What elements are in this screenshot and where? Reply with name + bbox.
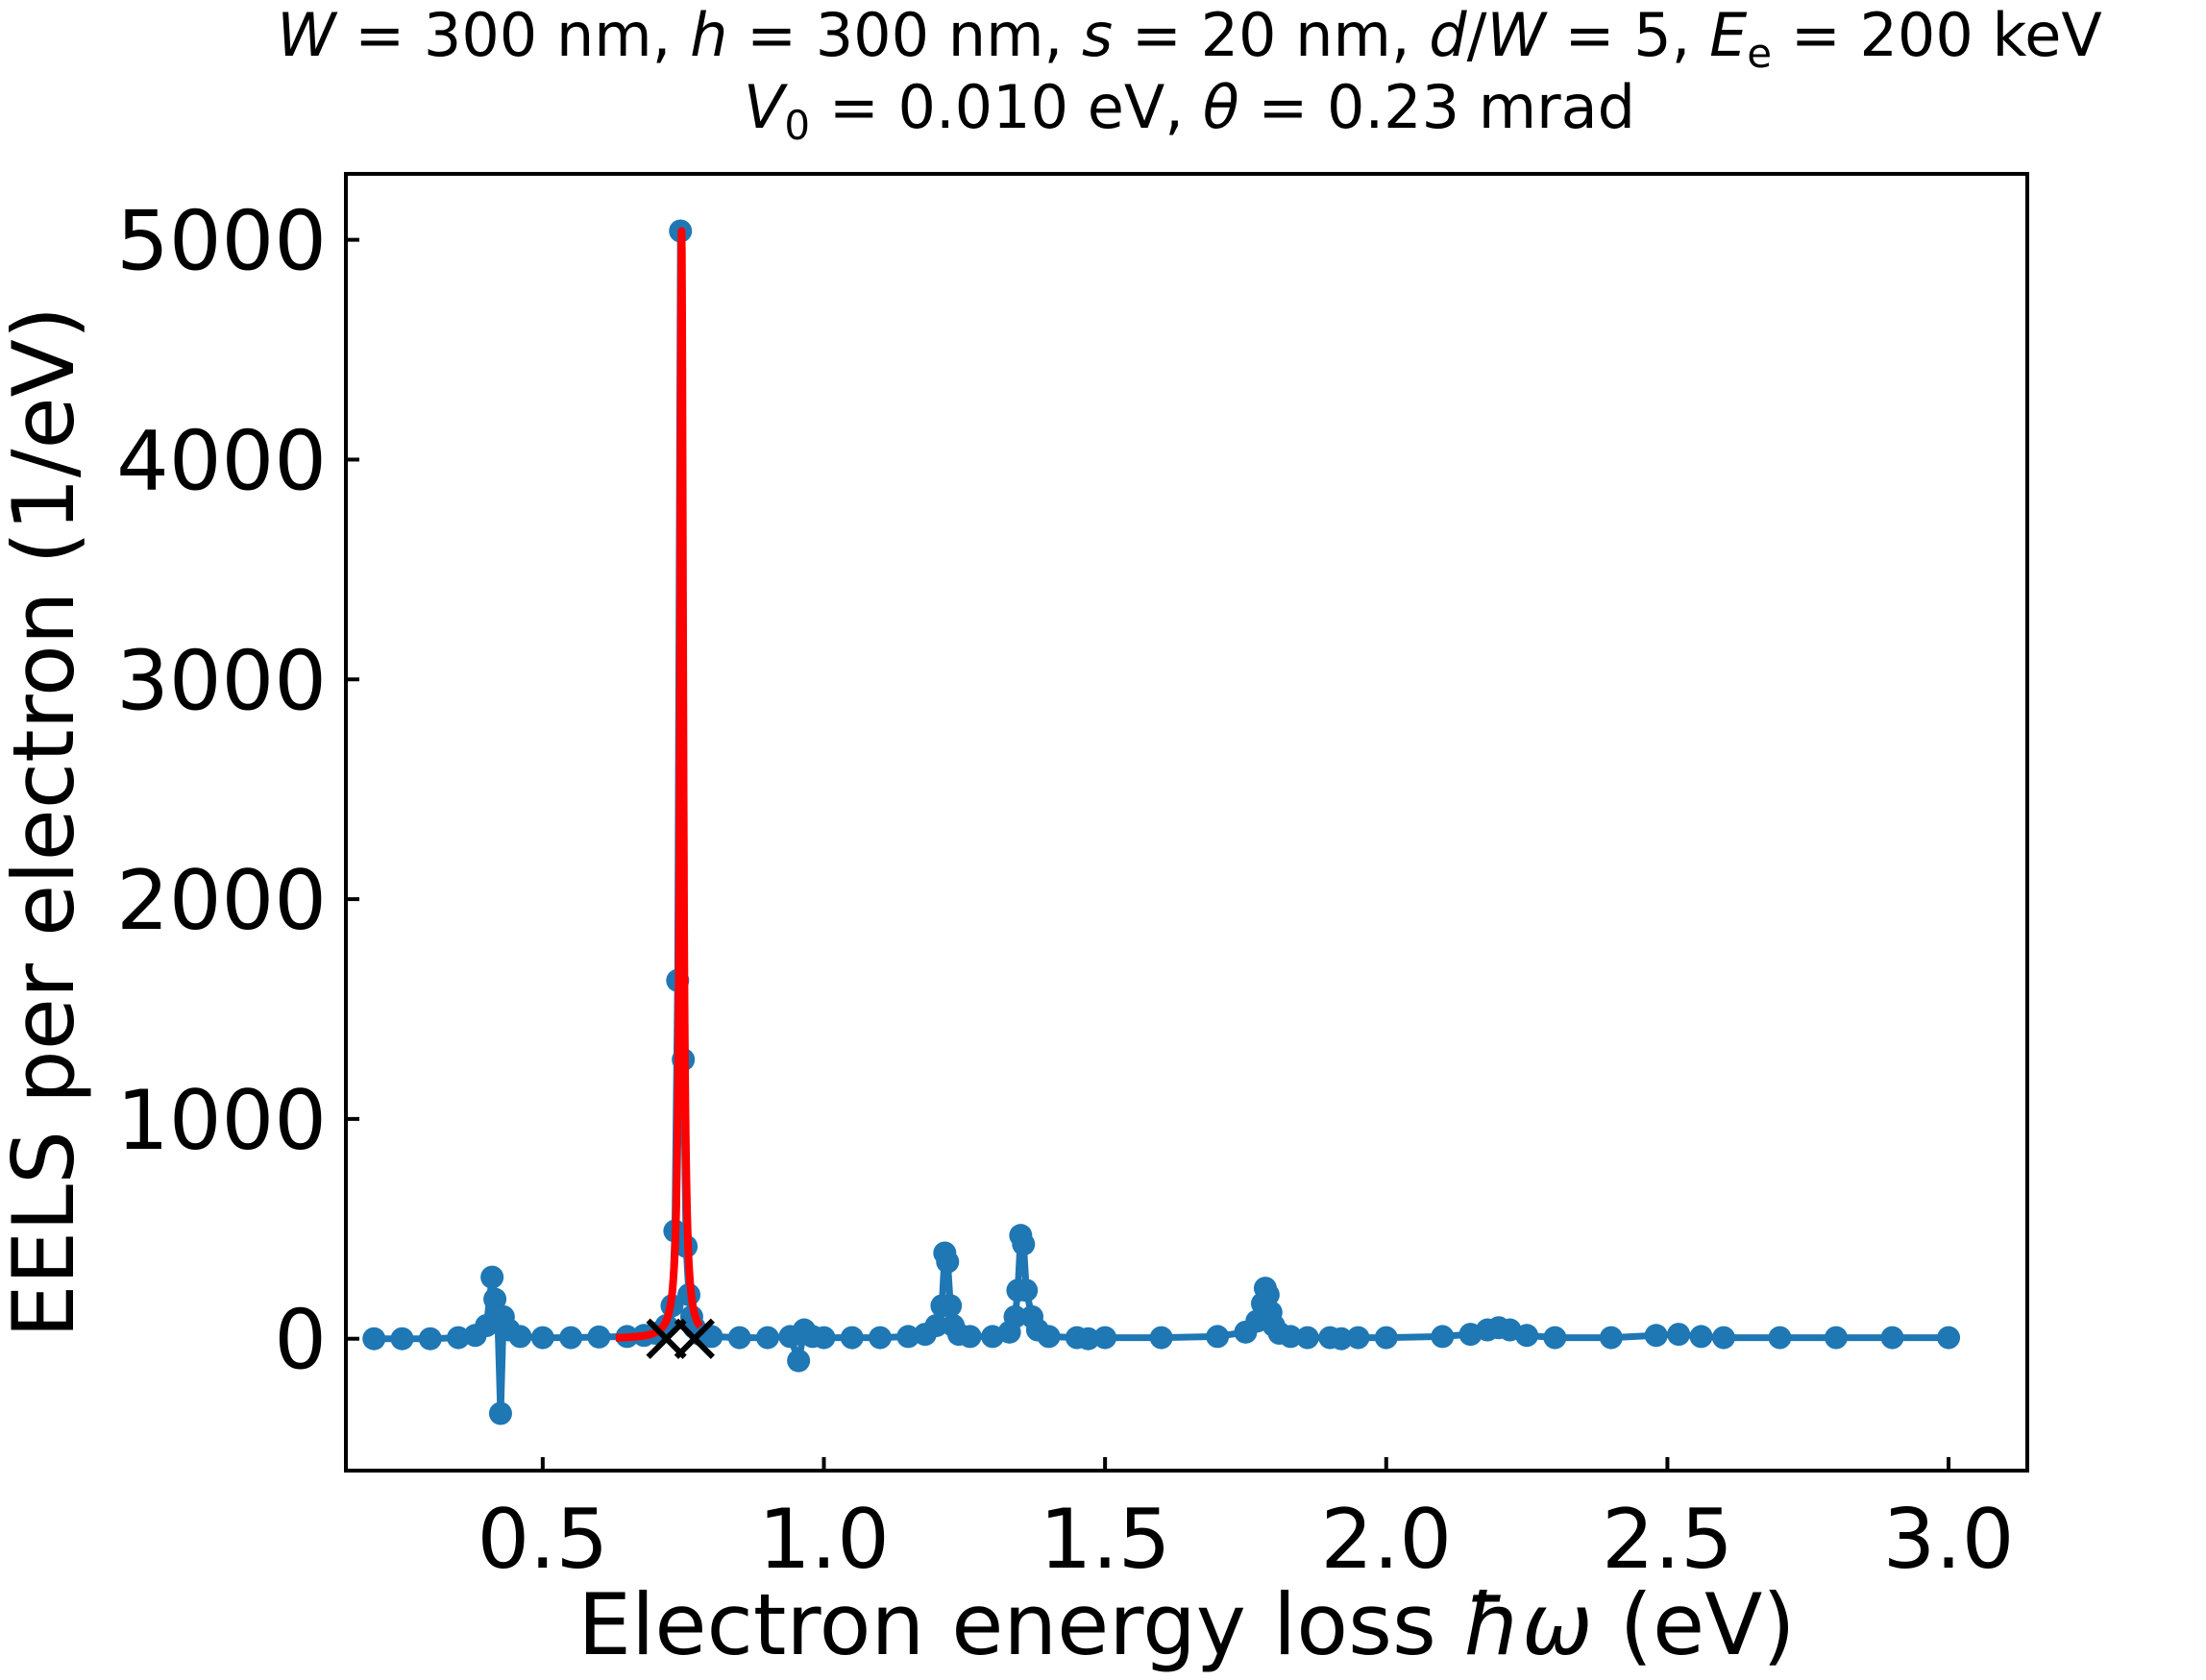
eels-data-point [1295,1326,1319,1350]
eels-data-point [1825,1326,1849,1350]
eels-data-point [1515,1324,1539,1348]
plot-frame [344,172,2029,1473]
y-tick-label: 0 [274,1293,327,1389]
x-axis: 0.5 1.0 1.5 2.0 2.5 3.0 [477,1457,2014,1588]
eels-data-point [1206,1325,1230,1349]
lorentzian-fit-line [612,227,704,1342]
eels-data-point [924,1313,948,1337]
eels-data-point [1768,1326,1792,1350]
y-tick-label: 1000 [116,1073,327,1169]
eels-data-point [1599,1326,1623,1350]
eels-data-point [1003,1304,1027,1328]
y-axis: 0 1000 2000 3000 4000 5000 [116,194,359,1389]
eels-data-point [418,1327,442,1351]
eels-data-point [1012,1232,1036,1256]
x-tick-label: 2.5 [1602,1492,1733,1588]
chart-title-line-1: W = 300 nm, h = 300 nm, s = 20 nm, d/W =… [277,0,2102,77]
y-tick-label: 2000 [116,853,327,949]
eels-data-point [1256,1282,1280,1306]
eels-data-point [727,1326,751,1350]
eels-data-point [1093,1326,1117,1350]
eels-data-point [1374,1326,1398,1350]
marker-x [674,1318,715,1359]
eels-data-point [869,1326,893,1350]
chart-title-line-2: V0 = 0.010 eV, θ = 0.23 mrad [744,72,1635,149]
eels-data-point [587,1325,611,1349]
y-axis-label: EELS per electron (1/eV) [0,306,93,1338]
eels-data-point [1149,1326,1173,1350]
eels-data-point [1689,1325,1713,1349]
eels-data-point [896,1325,920,1349]
eels-data-point [958,1325,982,1349]
eels-data-point [480,1265,504,1289]
eels-data-point [840,1326,864,1350]
eels-data-point [1880,1326,1904,1350]
eels-data-point [488,1401,512,1425]
eels-data-point [1037,1325,1061,1349]
eels-data-point [447,1326,471,1350]
eels-data-point [755,1326,779,1350]
eels-data-point [1076,1327,1100,1351]
eels-data-point [787,1349,811,1373]
x-tick-label: 3.0 [1883,1492,2015,1588]
eels-data-point [1279,1325,1303,1349]
eels-data-point [362,1327,386,1351]
x-tick-label: 1.0 [758,1492,890,1588]
eels-data-point [530,1326,554,1350]
x-tick-label: 0.5 [477,1492,608,1588]
eels-data-point [939,1294,963,1318]
eels-data-point [483,1287,507,1311]
x-tick-label: 2.0 [1320,1492,1452,1588]
y-tick-label: 3000 [116,633,327,729]
eels-data-point [390,1327,414,1351]
eels-data-point [1937,1326,1961,1350]
y-tick-label: 5000 [116,194,327,290]
eels-data-point [1329,1327,1353,1351]
eels-data-point [1431,1325,1455,1349]
eels-data-point [559,1326,583,1350]
eels-data-point [508,1325,532,1349]
eels-data-point [1015,1278,1039,1303]
eels-data-point [812,1326,836,1350]
eels-series-line [374,228,1949,1417]
eels-data-point [1667,1323,1691,1347]
eels-data-point [1644,1324,1668,1348]
eels-data-point [936,1250,960,1274]
plot-area [362,219,1961,1425]
x-tick-label: 1.5 [1040,1492,1171,1588]
eels-data-point [1543,1326,1567,1350]
eels-data-point [1711,1326,1735,1350]
y-tick-label: 4000 [116,413,327,509]
eels-data-point [1346,1326,1370,1350]
x-axis-label: Electron energy loss ħω (eV) [577,1575,1795,1674]
